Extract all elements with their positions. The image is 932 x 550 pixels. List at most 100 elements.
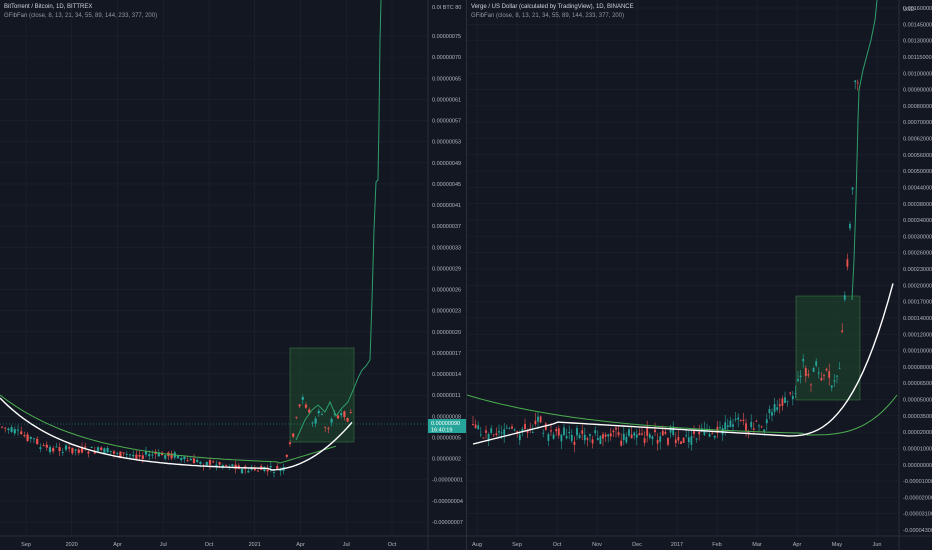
candle-body [604, 434, 607, 437]
y-tick-label: -0.00004300 [903, 528, 932, 534]
left-chart-canvas[interactable]: 0.00000075 0.00000070 0.00000065 0.00000061… [0, 0, 466, 550]
price-label: 0.00000090 [431, 421, 460, 427]
x-tick-label: 2017 [671, 542, 683, 548]
candle-body [23, 435, 26, 437]
ma-green-line [0, 394, 337, 464]
candle-body [729, 420, 732, 428]
candle-body [568, 431, 571, 433]
candle-body [192, 458, 196, 464]
ma-white-line [472, 283, 894, 445]
candle-body [628, 429, 630, 436]
candle-body [784, 397, 786, 404]
candle-body [724, 422, 727, 430]
candle-body [39, 447, 42, 449]
candle-body [477, 425, 480, 430]
candle-body [615, 427, 617, 430]
candle-body [474, 424, 477, 428]
y-tick-label: 0.00000023 [432, 309, 461, 315]
candle-body [846, 259, 849, 267]
candle-body [301, 397, 304, 400]
candle-body [838, 368, 841, 370]
x-tick-label: Oct [553, 542, 562, 548]
candle-body [141, 455, 144, 459]
x-tick-label: Apr [113, 542, 122, 548]
candle-body [830, 385, 833, 388]
candle-body [823, 374, 825, 376]
candle-body [789, 392, 792, 394]
candle-body [641, 433, 643, 435]
candle-body [578, 435, 581, 439]
candle-body [599, 436, 602, 445]
candle-body [672, 426, 675, 436]
y-tick-label: 0.00000053 [432, 140, 461, 146]
left-chart-panel[interactable]: 0.00000075 0.00000070 0.00000065 0.00000061… [0, 0, 466, 550]
candle-body [317, 410, 320, 414]
candle-body [492, 434, 495, 436]
candle-body [276, 466, 279, 469]
right-chart-canvas[interactable]: 0.00160000 0.00145000 0.00130000 0.00115000… [467, 0, 932, 550]
candle-body [726, 425, 729, 428]
candle-body [298, 404, 301, 407]
candle-body [828, 371, 831, 378]
candle-body [521, 428, 524, 433]
candle-body [116, 452, 119, 454]
candle-body [732, 424, 734, 427]
candle-body [508, 428, 511, 429]
y-tick-label: 0.00000008 [432, 414, 461, 420]
candle-body [231, 464, 234, 467]
y-tick-label: 0.00145000 [903, 22, 932, 28]
candle-body [68, 447, 71, 449]
x-tick-label: Jul [343, 542, 350, 548]
candle-body [349, 412, 352, 414]
candle-body [768, 409, 771, 413]
candle-body [32, 438, 36, 440]
candle-body [745, 423, 747, 431]
candle-body [667, 437, 669, 445]
y-tick-label: 0.00000000 [903, 463, 932, 469]
candle-body [189, 458, 192, 461]
x-tick-label: Oct [205, 542, 214, 548]
ma-green-line [467, 394, 898, 436]
candle-body [479, 434, 482, 436]
candle-body [586, 438, 589, 440]
x-tick-label: 2021 [249, 542, 261, 548]
candle-body [674, 439, 677, 444]
candle-body [765, 419, 768, 424]
candle-body [87, 451, 90, 454]
candle-body [26, 434, 29, 441]
candle-body [132, 454, 135, 457]
candle-body [669, 427, 672, 433]
y-tick-label: 0.00008000 [903, 365, 932, 371]
candle-body [224, 465, 228, 466]
y-tick-label: 0.00090000 [903, 88, 932, 94]
candle-body [524, 423, 526, 430]
candle-body [490, 428, 493, 433]
candle-body [778, 404, 781, 407]
candle-body [109, 450, 112, 452]
candle-body [90, 446, 93, 448]
y-tick-label: 0.00000029 [432, 266, 461, 272]
candle-body [77, 449, 80, 453]
y-tick-label: 0.00000041 [432, 203, 461, 209]
x-tick-label: Apr [296, 542, 305, 548]
y-tick-label: 0.00000002 [432, 457, 461, 463]
candle-body [677, 436, 680, 441]
candle-body [485, 430, 487, 433]
candle-body [773, 404, 776, 412]
candle-body [854, 80, 857, 83]
candle-body [750, 421, 753, 428]
y-tick-label: -0.00000007 [432, 520, 463, 526]
y-tick-label: -0.00001000 [903, 479, 932, 485]
candle-body [495, 433, 498, 435]
candle-body [620, 440, 623, 446]
x-tick-label: Aug [472, 542, 482, 548]
candle-body [45, 444, 48, 448]
candle-body [849, 224, 851, 229]
candle-body [786, 400, 789, 402]
candle-body [531, 432, 534, 434]
candle-body [755, 420, 758, 422]
candle-body [700, 428, 703, 432]
y-tick-label: -0.00000001 [432, 478, 463, 484]
candle-body [609, 433, 612, 437]
right-chart-panel[interactable]: 0.00160000 0.00145000 0.00130000 0.00115000… [466, 0, 932, 550]
